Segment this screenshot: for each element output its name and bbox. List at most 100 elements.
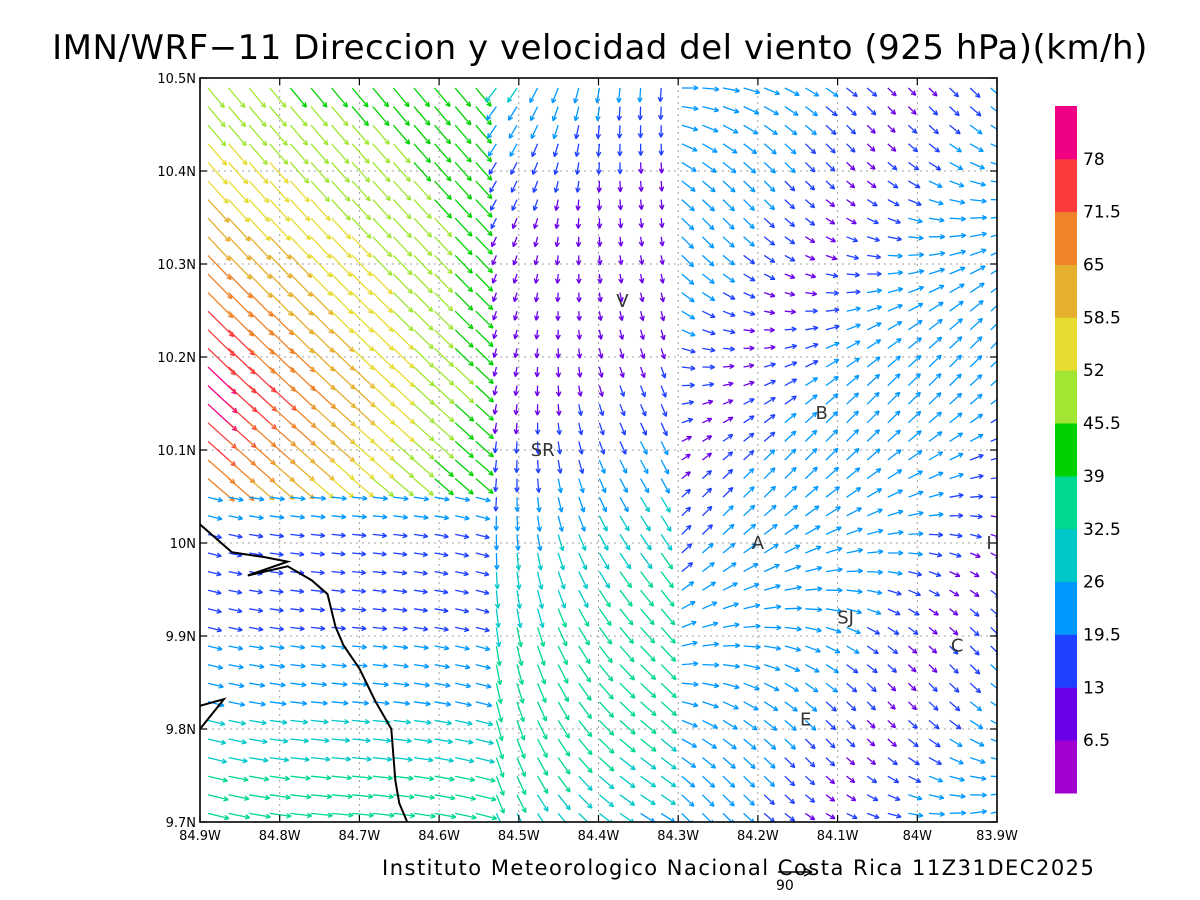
wind-vector xyxy=(351,478,375,498)
wind-vector xyxy=(536,497,542,513)
wind-vector xyxy=(491,273,498,284)
wind-vector xyxy=(393,719,412,725)
wind-vector xyxy=(638,236,645,247)
wind-vector xyxy=(949,283,965,294)
wind-vector xyxy=(269,570,284,576)
wind-vector xyxy=(434,570,449,576)
wind-vector xyxy=(413,514,429,521)
wind-vector xyxy=(887,106,897,115)
wind-vector xyxy=(486,106,497,121)
wind-vector xyxy=(351,143,370,164)
wind-vector xyxy=(352,700,370,706)
wind-vector xyxy=(928,354,942,368)
wind-vector xyxy=(969,87,981,99)
place-label: C xyxy=(951,635,964,656)
wind-vector xyxy=(928,250,946,257)
wind-vector xyxy=(702,581,717,591)
wind-vector xyxy=(533,292,540,303)
wind-vector xyxy=(392,124,411,145)
wind-vector xyxy=(887,550,904,556)
wind-vector xyxy=(846,306,861,312)
wind-vector xyxy=(660,441,669,456)
place-label: E xyxy=(800,710,811,731)
wind-vector xyxy=(310,700,328,706)
wind-vector xyxy=(509,143,518,157)
wind-vector xyxy=(681,660,699,667)
wind-vector xyxy=(825,217,836,225)
wind-vector xyxy=(372,366,396,389)
wind-vector xyxy=(866,775,878,784)
wind-vector xyxy=(866,391,880,405)
wind-vector xyxy=(990,701,997,707)
wind-vector xyxy=(490,217,497,230)
wind-vector xyxy=(495,720,504,742)
wind-vector xyxy=(576,366,583,378)
wind-vector xyxy=(598,738,615,754)
wind-vector xyxy=(454,310,474,330)
wind-vector xyxy=(289,459,315,482)
wind-vector xyxy=(248,161,269,185)
wind-vector xyxy=(969,374,983,387)
wind-vector xyxy=(269,626,285,632)
wind-vector xyxy=(372,588,387,594)
wind-vector xyxy=(578,441,584,455)
wind-vector xyxy=(536,645,546,666)
wind-vector xyxy=(866,180,877,189)
legend-label: 19.5 xyxy=(1083,626,1121,646)
wind-vector xyxy=(575,199,581,211)
wind-vector xyxy=(290,663,306,669)
wind-vector xyxy=(805,626,822,633)
wind-vector xyxy=(310,514,326,520)
wind-vector xyxy=(578,664,592,683)
wind-vector xyxy=(990,287,997,294)
wind-vector xyxy=(825,738,836,749)
wind-vector xyxy=(331,514,347,520)
wind-vector xyxy=(455,775,476,783)
wind-vector xyxy=(351,180,371,202)
wind-vector xyxy=(804,180,816,191)
wind-vector xyxy=(331,440,356,463)
wind-vector xyxy=(535,478,542,493)
wind-vector xyxy=(372,514,388,520)
wind-vector xyxy=(454,180,473,200)
wind-vector xyxy=(598,404,605,417)
wind-vector xyxy=(660,664,677,681)
wind-vector xyxy=(969,106,982,117)
wind-vector xyxy=(784,412,797,424)
wind-vector xyxy=(949,180,965,188)
wind-vector xyxy=(866,339,882,349)
wind-vector xyxy=(552,143,559,158)
wind-vector xyxy=(516,720,526,741)
wind-vector xyxy=(928,180,943,188)
wind-vector xyxy=(207,106,226,128)
wind-vector xyxy=(413,87,431,108)
wind-vector xyxy=(475,756,495,764)
wind-vector xyxy=(289,161,310,184)
wind-vector xyxy=(659,292,666,303)
wind-vector xyxy=(207,180,229,204)
wind-vector xyxy=(331,532,346,539)
wind-vector xyxy=(578,794,593,809)
wind-vector xyxy=(990,234,997,238)
wind-vector xyxy=(887,410,901,424)
wind-vector xyxy=(659,255,665,265)
wind-vector xyxy=(825,358,840,368)
wind-vector xyxy=(763,701,779,712)
wind-vector xyxy=(784,361,798,368)
wind-vector xyxy=(681,640,698,647)
wind-vector xyxy=(990,457,997,461)
wind-vector xyxy=(495,664,503,686)
wind-vector xyxy=(310,124,329,146)
wind-vector xyxy=(640,757,657,770)
wind-vector xyxy=(228,515,244,521)
wind-vector xyxy=(269,607,284,613)
wind-vector xyxy=(351,459,375,480)
wind-vector xyxy=(289,180,310,203)
wind-vector xyxy=(331,793,353,800)
legend-swatch xyxy=(1055,528,1077,583)
wind-vector xyxy=(866,322,882,331)
legend-label: 45.5 xyxy=(1083,414,1121,434)
wind-vector xyxy=(990,269,997,275)
wind-vector xyxy=(702,105,720,113)
legend-label: 39 xyxy=(1083,467,1105,487)
